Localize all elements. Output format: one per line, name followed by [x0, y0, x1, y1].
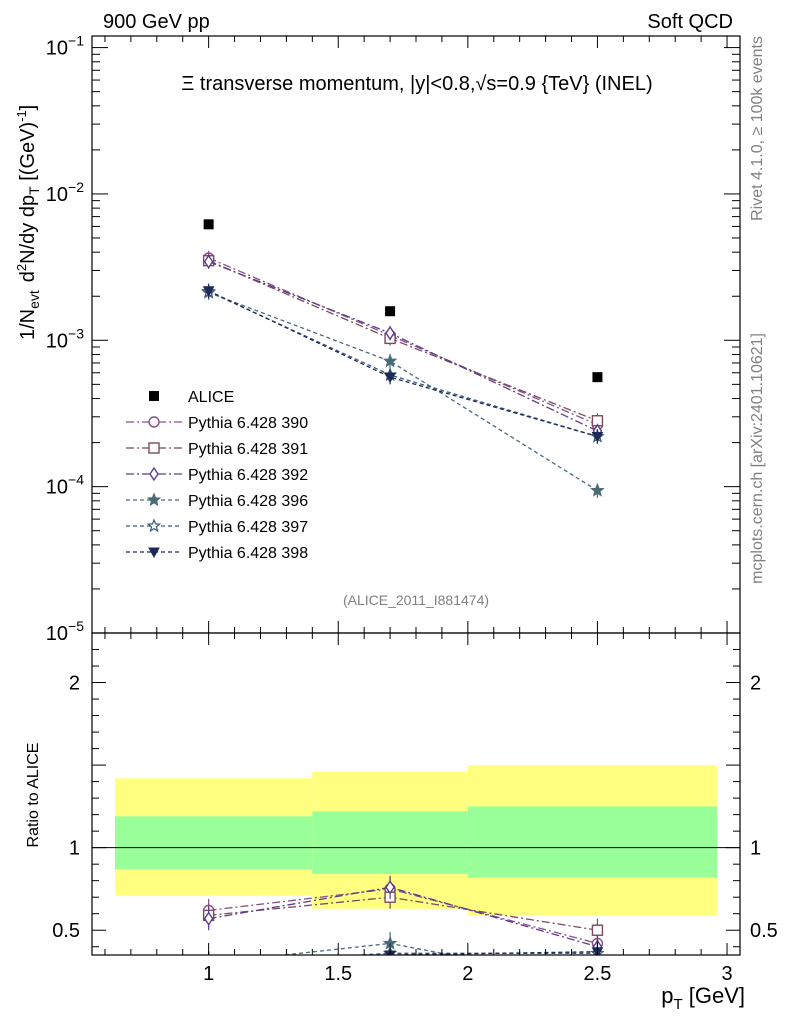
ratio-y-axis-label: Ratio to ALICE: [25, 743, 42, 848]
main-point-5-2: [591, 432, 604, 443]
legend-label-4: Pythia 6.428 397: [188, 519, 308, 536]
main-point-3-1: [382, 353, 398, 368]
analysis-tag: (ALICE_2011_I881474): [343, 592, 489, 608]
legend-marker-0: [148, 416, 160, 428]
legend-label-1: Pythia 6.428 391: [188, 441, 308, 458]
legend-marker-alice: [149, 391, 159, 401]
ratio-point-2-0: [203, 911, 214, 926]
y-tick-label-2: 10−3: [46, 325, 84, 352]
y-axis-label: 1/Nevtd2N/dy dpT [(GeV)-1]: [14, 105, 42, 340]
legend-label-alice: ALICE: [188, 389, 234, 406]
legend-marker-1: [148, 442, 160, 454]
ratio-line-3: [278, 942, 455, 955]
legend-label-0: Pythia 6.428 390: [188, 415, 308, 432]
y-tick-label-3: 10−4: [46, 472, 84, 499]
legend-label-5: Pythia 6.428 398: [188, 545, 308, 562]
main-point-2-1: [385, 325, 395, 341]
ratio-tick-label-right-2: 2: [750, 673, 761, 695]
header-left: 900 GeV pp: [103, 11, 210, 33]
x-tick-label-4: 3: [721, 963, 732, 985]
x-tick-label-0: 1: [203, 963, 214, 985]
ratio-tick-label-right-0: 0.5: [750, 920, 778, 942]
alice-point-0: [203, 219, 214, 230]
legend-marker-2: [149, 466, 159, 482]
legend-label-3: Pythia 6.428 396: [188, 493, 308, 510]
y-tick-label-4: 10−5: [46, 618, 84, 645]
alice-point-1: [385, 306, 396, 317]
ratio-line-2: [208, 886, 598, 948]
legend-marker-4: [146, 518, 162, 533]
band-inner-1: [312, 811, 468, 875]
ratio-point-1-2: [591, 924, 604, 936]
x-tick-label-2: 2: [462, 963, 473, 985]
x-tick-label-1: 1.5: [324, 963, 352, 985]
rivet-label: Rivet 4.1.0, ≥ 100k events: [749, 36, 766, 221]
legend: ALICE Pythia 6.428 390 Pythia 6.428 391 Pyt…: [126, 389, 308, 562]
y-tick-label-1: 10−2: [46, 179, 84, 206]
legend-label-2: Pythia 6.428 392: [188, 467, 308, 484]
ratio-tick-label-left-1: 1: [69, 838, 80, 860]
x-axis-label: pT [GeV]: [661, 983, 745, 1013]
main-series-layer: [201, 219, 605, 498]
main-line-5: [208, 290, 598, 438]
main-point-5-1: [384, 372, 396, 384]
axes-layer: 1 1.5 2 2.5 3 10−1 10−2 10−3 10−4 10−5 0.5 0.5 1 1 2 2: [46, 33, 778, 985]
band-inner-0: [114, 816, 313, 870]
main-frame: [91, 35, 741, 634]
main-point-2-0: [203, 254, 214, 269]
legend-marker-3: [146, 492, 162, 507]
chart-title: Ξ transverse momentum, |y|<0.8,√s=0.9 {T…: [181, 73, 652, 95]
alice-point-2: [592, 372, 603, 383]
main-point-5-0: [202, 286, 215, 297]
ratio-tick-label-right-1: 1: [750, 838, 761, 860]
main-point-3-2: [590, 482, 605, 497]
band-inner-2: [467, 806, 718, 878]
ratio-tick-label-left-2: 2: [69, 673, 80, 695]
legend-marker-5: [148, 547, 160, 559]
ratio-tick-label-left-0: 0.5: [52, 920, 80, 942]
mcplots-label: mcplots.cern.ch [arXiv:2401.10621]: [749, 333, 766, 584]
main-line-2: [208, 260, 598, 432]
ratio-band-layer: [92, 765, 740, 916]
ratio-point-2-1: [385, 880, 395, 895]
x-tick-label-3: 2.5: [584, 963, 612, 985]
y-tick-label-0: 10−1: [46, 33, 84, 60]
header-right: Soft QCD: [647, 11, 733, 33]
main-line-0: [208, 257, 598, 426]
main-line-3: [208, 291, 598, 492]
